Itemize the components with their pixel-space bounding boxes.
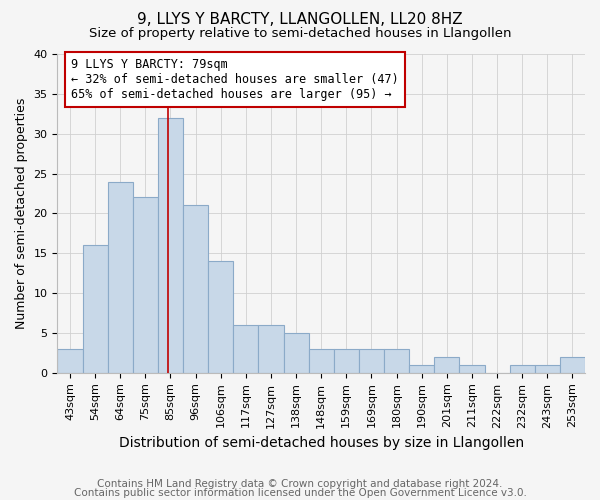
Bar <box>83 246 107 373</box>
Bar <box>535 365 560 373</box>
Bar <box>133 198 158 373</box>
Text: Contains HM Land Registry data © Crown copyright and database right 2024.: Contains HM Land Registry data © Crown c… <box>97 479 503 489</box>
Bar <box>259 325 284 373</box>
Bar <box>233 325 259 373</box>
Bar <box>359 349 384 373</box>
Bar <box>183 206 208 373</box>
Text: 9 LLYS Y BARCTY: 79sqm
← 32% of semi-detached houses are smaller (47)
65% of sem: 9 LLYS Y BARCTY: 79sqm ← 32% of semi-det… <box>71 58 399 101</box>
X-axis label: Distribution of semi-detached houses by size in Llangollen: Distribution of semi-detached houses by … <box>119 436 524 450</box>
Bar <box>384 349 409 373</box>
Text: Size of property relative to semi-detached houses in Llangollen: Size of property relative to semi-detach… <box>89 28 511 40</box>
Bar <box>560 357 585 373</box>
Text: Contains public sector information licensed under the Open Government Licence v3: Contains public sector information licen… <box>74 488 526 498</box>
Bar <box>509 365 535 373</box>
Bar <box>284 333 308 373</box>
Bar <box>308 349 334 373</box>
Bar <box>208 261 233 373</box>
Bar <box>334 349 359 373</box>
Text: 9, LLYS Y BARCTY, LLANGOLLEN, LL20 8HZ: 9, LLYS Y BARCTY, LLANGOLLEN, LL20 8HZ <box>137 12 463 28</box>
Bar <box>158 118 183 373</box>
Bar <box>58 349 83 373</box>
Bar <box>409 365 434 373</box>
Bar <box>107 182 133 373</box>
Bar <box>434 357 460 373</box>
Bar <box>460 365 485 373</box>
Y-axis label: Number of semi-detached properties: Number of semi-detached properties <box>15 98 28 329</box>
